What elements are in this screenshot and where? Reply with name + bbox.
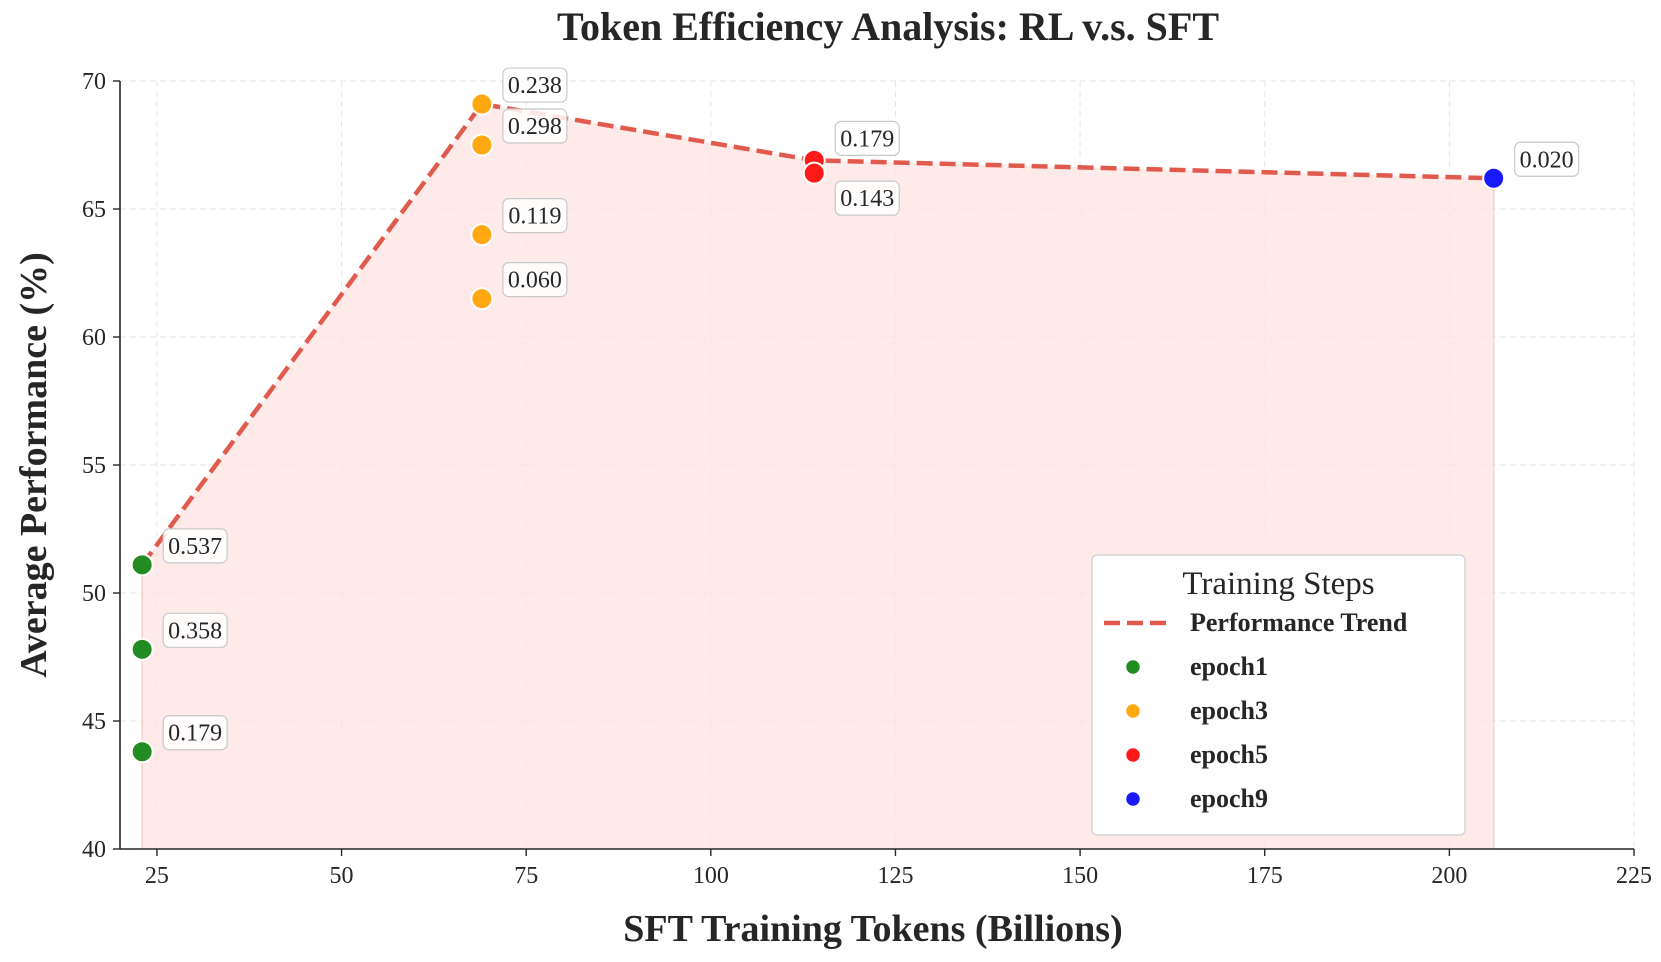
tick-labels: 25 50 75 100 125 150 175 200 225 40 45 50 55 60 65 70 (82, 69, 1652, 889)
epoch9-point-0 (1482, 166, 1506, 190)
x-axis-label: SFT Training Tokens (Billions) (623, 908, 1123, 950)
epoch3-point-1 (470, 133, 494, 157)
epoch5-label-1: 0.143 (840, 186, 894, 212)
chart-title: Token Efficiency Analysis: RL v.s. SFT (557, 4, 1219, 49)
y-tick-label-70: 70 (82, 69, 106, 95)
epoch3-label-2: 0.119 (508, 204, 561, 230)
legend: Training Steps Performance Trend epoch1 epo… (1091, 554, 1466, 836)
epoch5-label-box-1 (834, 180, 900, 216)
legend-entry-epoch1: epoch1 (1190, 652, 1268, 681)
epoch1-point-2 (130, 740, 154, 764)
epoch3-label-box-0 (502, 67, 568, 103)
epoch3-label-0: 0.238 (508, 73, 562, 99)
epoch1-label-box-1 (162, 612, 228, 648)
y-axis-label: Average Performance (%) (13, 252, 55, 678)
x-tick-label-150: 150 (1062, 863, 1098, 889)
y-tick-label-40: 40 (82, 837, 106, 863)
x-tick-label-75: 75 (514, 863, 538, 889)
epoch3-label-box-2 (502, 198, 568, 234)
point-annotations: 0.537 0.358 0.179 0.238 0.298 0.119 0.060 0.179… (162, 67, 1580, 751)
epoch1-point-0 (130, 553, 154, 577)
epoch3-label-box-1 (502, 108, 568, 144)
epoch1-label-1: 0.358 (168, 618, 222, 644)
x-tick-label-175: 175 (1247, 863, 1283, 889)
epoch5-point-1 (802, 161, 826, 185)
epoch3-point-0 (470, 92, 494, 116)
legend-box (1091, 554, 1466, 836)
legend-swatch-epoch3 (1124, 702, 1142, 720)
legend-entry-epoch3: epoch3 (1190, 696, 1268, 725)
legend-entry-trend: Performance Trend (1190, 608, 1408, 637)
epoch1-label-2: 0.179 (168, 721, 222, 747)
y-tick-label-50: 50 (82, 581, 106, 607)
x-tick-label-225: 225 (1616, 863, 1652, 889)
epoch3-label-box-3 (502, 262, 568, 298)
x-tick-label-50: 50 (330, 863, 354, 889)
x-tick-label-100: 100 (693, 863, 729, 889)
legend-swatch-epoch9 (1124, 790, 1142, 808)
trend-line (140, 101, 1494, 567)
epoch9-label-0: 0.020 (1520, 147, 1574, 173)
epoch1-label-box-0 (162, 528, 228, 564)
epoch3-point-2 (470, 223, 494, 247)
legend-entry-epoch5: epoch5 (1190, 740, 1268, 769)
y-tick-label-45: 45 (82, 709, 106, 735)
y-tick-label-55: 55 (82, 453, 106, 479)
epoch3-label-3: 0.060 (508, 268, 562, 294)
data-points (130, 92, 1506, 764)
legend-title: Training Steps (1182, 566, 1374, 602)
epoch5-label-0: 0.179 (840, 126, 894, 152)
epoch1-point-1 (130, 637, 154, 661)
epoch5-label-box-0 (834, 120, 900, 156)
legend-entry-epoch9: epoch9 (1190, 784, 1268, 813)
epoch3-point-3 (470, 287, 494, 311)
epoch1-label-box-2 (162, 715, 228, 751)
legend-swatch-epoch1 (1124, 658, 1142, 676)
x-tick-label-125: 125 (877, 863, 913, 889)
epoch1-label-0: 0.537 (168, 534, 222, 560)
x-tick-label-200: 200 (1431, 863, 1467, 889)
legend-swatch-epoch5 (1124, 746, 1142, 764)
epoch9-label-box-0 (1514, 141, 1580, 177)
y-tick-label-60: 60 (82, 325, 106, 351)
y-tick-label-65: 65 (82, 197, 106, 223)
trend-line-group (140, 101, 1494, 567)
epoch3-label-1: 0.298 (508, 114, 562, 140)
x-tick-label-25: 25 (145, 863, 169, 889)
